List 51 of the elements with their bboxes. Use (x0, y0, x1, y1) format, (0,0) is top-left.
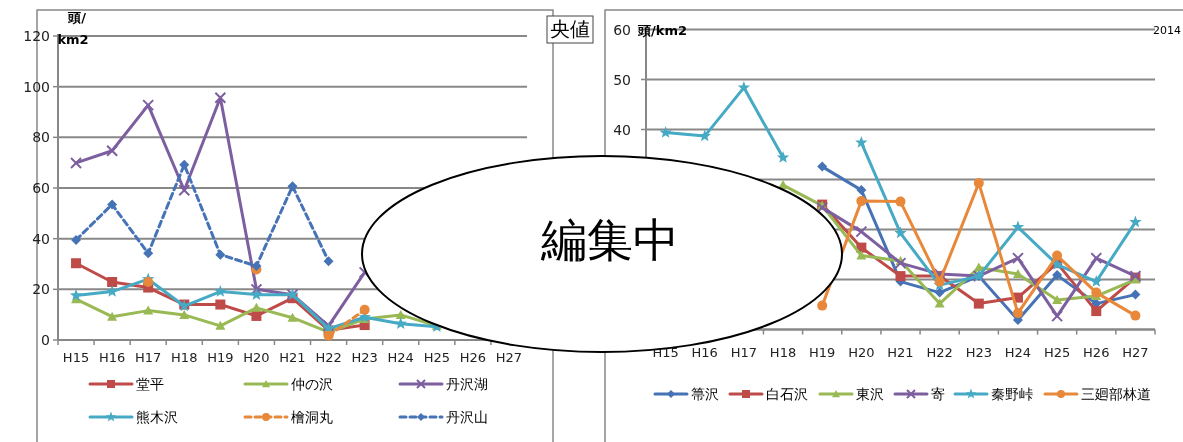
legend-label: 丹沢山 (446, 409, 488, 425)
legend-label: 丹沢湖 (446, 376, 488, 392)
x-tick-label: H19 (207, 350, 234, 365)
legend-label: 秦野峠 (991, 386, 1033, 402)
y-axis-title: 頭/km2 (57, 10, 89, 47)
legend-label: 堂平 (136, 376, 164, 392)
x-tick-label: H22 (926, 345, 953, 360)
x-tick-label: H21 (887, 345, 914, 360)
y-axis-title: 頭/km2 (637, 23, 687, 38)
x-tick-label: H15 (62, 350, 90, 365)
legend-label: 寄 (931, 386, 945, 402)
y-tick-label: 50 (613, 71, 631, 88)
annotation: 編集中 (540, 213, 679, 267)
y-tick-label: 60 (32, 180, 50, 196)
x-tick-label: H24 (1004, 345, 1032, 360)
x-tick-label: H20 (848, 345, 875, 360)
x-tick-label: H27 (1122, 345, 1149, 360)
annotation: 2014 (1153, 24, 1181, 37)
y-tick-label: 40 (32, 230, 50, 247)
legend-label: 三廻部林道 (1081, 386, 1151, 402)
y-tick-label: 120 (23, 28, 50, 44)
x-tick-label: H25 (1043, 345, 1071, 360)
x-tick-label: H20 (243, 350, 270, 365)
x-tick-label: H17 (135, 350, 162, 365)
x-tick-label: H18 (171, 350, 198, 365)
x-tick-label: H25 (423, 350, 450, 365)
legend-label: 箒沢 (691, 386, 719, 402)
x-tick-label: H26 (1083, 345, 1110, 360)
legend-label: 仲の沢 (291, 376, 333, 392)
x-tick-label: H17 (730, 345, 758, 360)
x-tick-label: H23 (965, 345, 992, 360)
y-tick-label: 60 (613, 21, 631, 38)
legend-label: 東沢 (856, 386, 884, 402)
x-tick-label: H24 (387, 350, 414, 365)
x-tick-label: H26 (459, 350, 487, 365)
y-tick-label: 100 (23, 78, 50, 95)
y-tick-label: 80 (32, 129, 50, 146)
y-tick-label: 40 (613, 121, 631, 138)
x-tick-label: H22 (315, 350, 342, 365)
legend-label: 熊木沢 (136, 409, 178, 425)
x-tick-label: H27 (495, 350, 523, 365)
x-tick-label: H19 (809, 345, 836, 360)
x-tick-label: H18 (769, 345, 797, 360)
y-tick-label: 20 (32, 281, 50, 298)
x-tick-label: H21 (279, 350, 306, 365)
x-tick-label: H16 (691, 345, 718, 360)
x-tick-label: H23 (351, 350, 378, 365)
x-tick-label: H16 (98, 350, 126, 365)
y-tick-label: 0 (41, 332, 50, 348)
legend-label: 檜洞丸 (291, 409, 333, 425)
legend-label: 白石沢 (766, 386, 808, 402)
